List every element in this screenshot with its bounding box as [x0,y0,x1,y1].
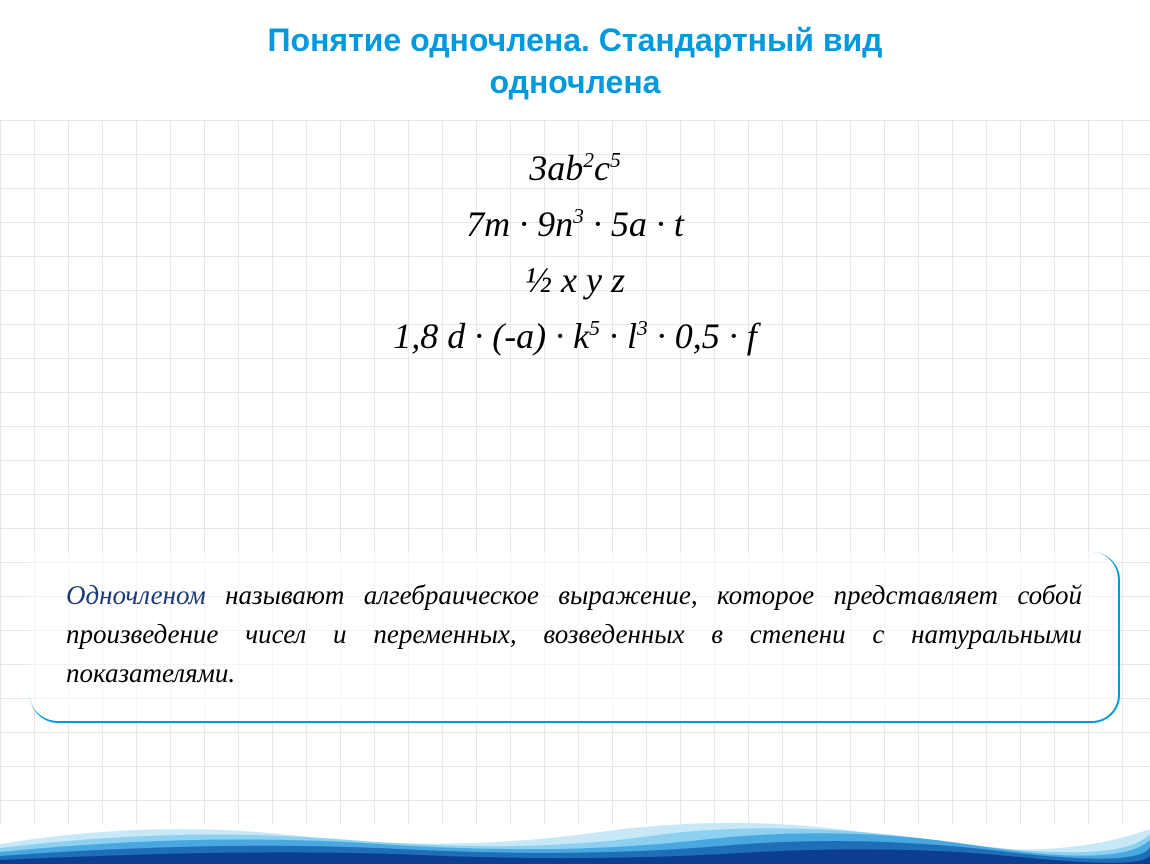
title-line-1: Понятие одночлена. Стандартный вид [60,20,1090,62]
slide-title: Понятие одночлена. Стандартный вид одноч… [0,0,1150,121]
definition-keyword: Одночленом [66,580,206,610]
wave-footer-icon [0,804,1150,864]
slide-content: Понятие одночлена. Стандартный вид одноч… [0,0,1150,864]
formula-block: 3ab2c5 7m · 9n3 · 5a · t ½ x y z 1,8 d ·… [0,141,1150,364]
definition-body: называют алгебраическое выражение, котор… [66,580,1082,688]
formula-4: 1,8 d · (-a) · k5 · l3 · 0,5 · f [0,309,1150,365]
definition-text: Одночленом называют алгебраическое выраж… [66,576,1082,693]
definition-box: Одночленом называют алгебраическое выраж… [30,552,1120,723]
title-line-2: одночлена [60,62,1090,104]
formula-3: ½ x y z [0,253,1150,309]
formula-2: 7m · 9n3 · 5a · t [0,197,1150,253]
formula-1: 3ab2c5 [0,141,1150,197]
